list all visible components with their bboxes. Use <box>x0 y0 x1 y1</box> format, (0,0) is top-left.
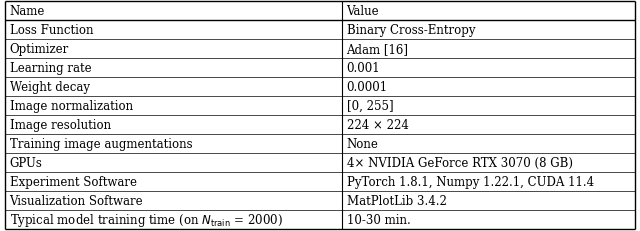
Text: Training image augmentations: Training image augmentations <box>10 137 192 150</box>
Text: Typical model training time (on $N_{\mathrm{train}}$ = 2000): Typical model training time (on $N_{\mat… <box>10 211 282 228</box>
Text: 0.0001: 0.0001 <box>346 81 388 94</box>
Text: MatPlotLib 3.4.2: MatPlotLib 3.4.2 <box>346 194 446 207</box>
Text: GPUs: GPUs <box>10 156 42 169</box>
Text: Value: Value <box>346 5 379 18</box>
Text: Image normalization: Image normalization <box>10 100 132 112</box>
Text: Name: Name <box>10 5 45 18</box>
Text: 4× NVIDIA GeForce RTX 3070 (8 GB): 4× NVIDIA GeForce RTX 3070 (8 GB) <box>346 156 573 169</box>
Text: Visualization Software: Visualization Software <box>10 194 143 207</box>
Text: None: None <box>346 137 378 150</box>
Text: [0, 255]: [0, 255] <box>346 100 393 112</box>
Text: Adam [16]: Adam [16] <box>346 43 408 56</box>
Text: Weight decay: Weight decay <box>10 81 90 94</box>
Text: Binary Cross-Entropy: Binary Cross-Entropy <box>346 24 475 37</box>
Text: 224 × 224: 224 × 224 <box>346 119 408 131</box>
Text: Learning rate: Learning rate <box>10 62 92 75</box>
Text: 10-30 min.: 10-30 min. <box>346 213 410 226</box>
Text: Image resolution: Image resolution <box>10 119 111 131</box>
Text: Loss Function: Loss Function <box>10 24 93 37</box>
Text: Experiment Software: Experiment Software <box>10 175 136 188</box>
Text: 0.001: 0.001 <box>346 62 380 75</box>
Text: PyTorch 1.8.1, Numpy 1.22.1, CUDA 11.4: PyTorch 1.8.1, Numpy 1.22.1, CUDA 11.4 <box>346 175 594 188</box>
Text: Optimizer: Optimizer <box>10 43 69 56</box>
